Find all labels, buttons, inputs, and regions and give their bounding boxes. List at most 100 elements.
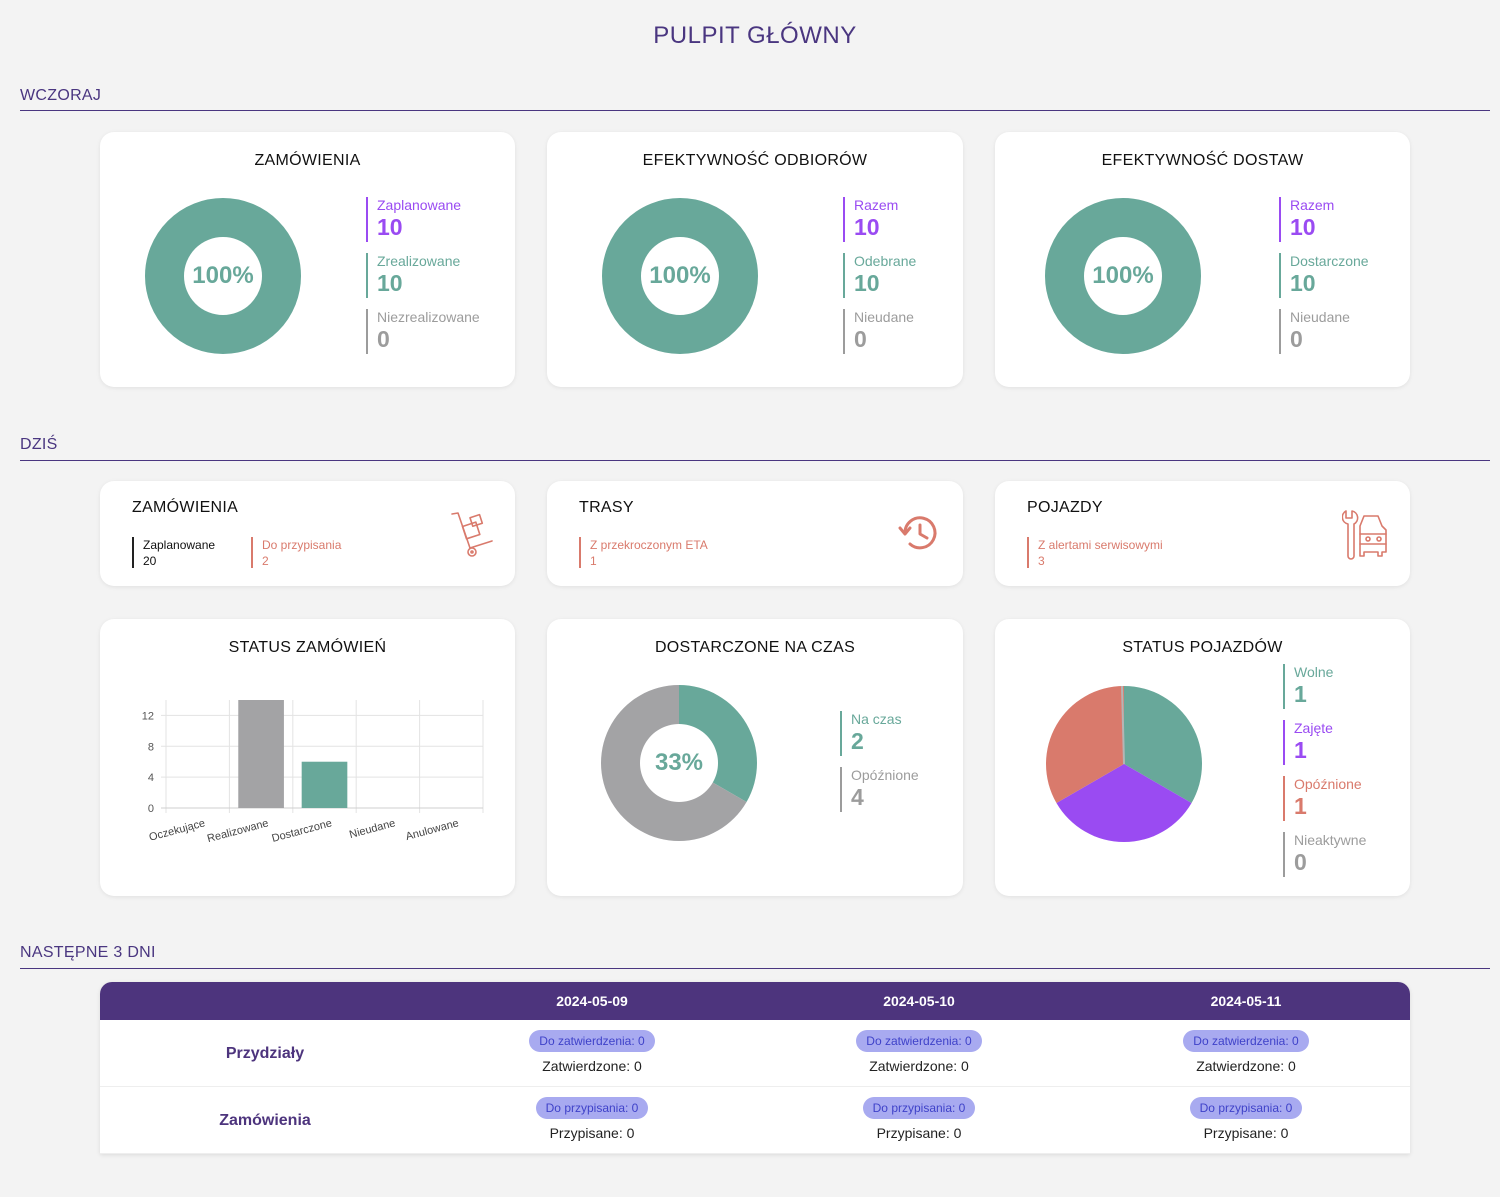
legend-label: Razem (854, 197, 899, 213)
cell-text: Przypisane: 0 (876, 1125, 962, 1141)
table-row-assignments: Przydziały Do zatwierdzenia: 0 Zatwierdzo… (100, 1020, 1410, 1087)
card-title: TRASY (579, 499, 634, 516)
donut-percent: 100% (649, 262, 711, 289)
cell-text: Zatwierdzone: 0 (542, 1058, 642, 1074)
bar-dostarczone (301, 761, 348, 808)
stat-value: 1 (590, 554, 597, 568)
status-badge[interactable]: Do zatwierdzenia: 0 (1183, 1030, 1309, 1052)
legend-label: Zrealizowane (377, 253, 461, 269)
bar-realizowane (238, 700, 284, 808)
pickups-legend: Razem 10 Odebrane 10 Nieudane 0 (843, 197, 916, 365)
deliveries-donut-chart: 100% (1045, 198, 1201, 354)
donut-segment-delayed (601, 685, 747, 841)
stat-value: 3 (1038, 554, 1045, 568)
legend-label: Nieudane (854, 309, 914, 325)
donut-percent: 33% (654, 749, 704, 776)
on-time-card: DOSTARCZONE NA CZAS 33% Na czas 2 Opóźnio… (547, 619, 963, 896)
card-title: DOSTARCZONE NA CZAS (654, 639, 856, 656)
y-tick-label: 0 (148, 803, 154, 815)
legend-value: 1 (1294, 793, 1307, 819)
column-header-date: 2024-05-10 (883, 993, 955, 1009)
stat-label: Zaplanowane (143, 538, 216, 552)
legend-item-failed: Nieudane 0 (1279, 309, 1369, 354)
stat-service-alerts: Z alertami serwisowymi 3 (1027, 537, 1163, 568)
stat-eta-exceeded: Z przekroczonym ETA 1 (579, 537, 708, 568)
today-orders-card[interactable]: ZAMÓWIENIA Zaplanowane 20 Do przypisania 2 (100, 481, 515, 586)
section-divider (20, 110, 1490, 111)
card-title: EFEKTYWNOŚĆ ODBIORÓW (642, 152, 868, 169)
legend-value: 10 (854, 214, 880, 240)
cell-text: Przypisane: 0 (1203, 1125, 1289, 1141)
legend-item-delayed: Opóźnione 4 (840, 767, 919, 812)
orders-legend: Zaplanowane 10 Zrealizowane 10 Niezrealizo… (366, 197, 480, 365)
x-tick-label: Nieudane (348, 817, 397, 841)
legend-value: 2 (851, 728, 864, 754)
legend-value: 10 (377, 270, 403, 296)
stat-label: Z przekroczonym ETA (590, 538, 708, 552)
x-tick-label: Oczekujące (148, 817, 207, 843)
donut-percent: 100% (192, 262, 254, 289)
today-vehicles-card[interactable]: POJAZDY Z alertami serwisowymi 3 (995, 481, 1410, 586)
status-badge[interactable]: Do przypisania: 0 (862, 1097, 976, 1119)
legend-item-picked: Odebrane 10 (843, 253, 916, 298)
pie-slice-2 (1046, 686, 1124, 803)
vehicle-status-pie-chart (1045, 685, 1203, 843)
status-badge[interactable]: Do zatwierdzenia: 0 (529, 1030, 655, 1052)
legend-item-delivered: Dostarczone 10 (1279, 253, 1369, 298)
cell-text: Zatwierdzone: 0 (869, 1058, 969, 1074)
legend-item-busy: Zajęte 1 (1283, 720, 1366, 765)
row-label: Przydziały (225, 1045, 305, 1062)
donut-segment-picked (602, 198, 758, 354)
yesterday-deliveries-card: EFEKTYWNOŚĆ DOSTAW 100% Razem 10 Dostarcz… (995, 132, 1410, 387)
card-title: STATUS POJAZDÓW (1122, 639, 1283, 656)
x-tick-label: Dostarczone (271, 817, 334, 845)
table-row-orders: Zamówienia Do przypisania: 0 Przypisane: … (100, 1087, 1410, 1154)
legend-label: Na czas (851, 711, 902, 727)
card-title: POJAZDY (1027, 499, 1103, 516)
card-title: ZAMÓWIENIA (132, 499, 239, 516)
legend-label: Wolne (1294, 664, 1334, 680)
legend-item-planned: Zaplanowane 10 (366, 197, 480, 242)
stat-planned: Zaplanowane 20 (132, 537, 215, 568)
stat-label: Z alertami serwisowymi (1038, 538, 1163, 552)
cell-text: Przypisane: 0 (549, 1125, 635, 1141)
donut-segment-delivered (1045, 198, 1201, 354)
pie-slice-0 (1124, 686, 1202, 803)
legend-label: Razem (1290, 197, 1335, 213)
status-badge[interactable]: Do przypisania: 0 (1189, 1097, 1303, 1119)
table-header: 2024-05-09 2024-05-10 2024-05-11 (100, 982, 1410, 1020)
legend-item-total: Razem 10 (1279, 197, 1369, 242)
yesterday-orders-card: ZAMÓWIENIA 100% Zaplanowane 10 Zrealizowa… (100, 132, 515, 387)
legend-value: 10 (854, 270, 880, 296)
legend-label: Odebrane (854, 253, 917, 269)
status-badge[interactable]: Do przypisania: 0 (535, 1097, 649, 1119)
history-clock-icon (897, 513, 941, 558)
legend-value: 0 (377, 326, 390, 352)
vehicle-status-legend: Wolne 1 Zajęte 1 Opóźnione 1 Nieaktywne 0 (1283, 664, 1366, 888)
legend-item-failed: Nieudane 0 (843, 309, 916, 354)
legend-label: Zaplanowane (377, 197, 462, 213)
legend-value: 1 (1294, 681, 1307, 707)
stat-value: 2 (262, 554, 269, 568)
legend-label: Opóźnione (851, 767, 919, 783)
card-title: ZAMÓWIENIA (254, 152, 361, 169)
pie-slice-1 (1056, 764, 1192, 842)
legend-value: 10 (1290, 270, 1316, 296)
column-header-date: 2024-05-09 (556, 993, 628, 1009)
legend-value: 4 (851, 784, 864, 810)
section-divider (20, 968, 1490, 969)
legend-label: Nieaktywne (1294, 832, 1367, 848)
next-days-table: 2024-05-09 2024-05-10 2024-05-11 Przydzi… (100, 982, 1410, 1154)
status-badge[interactable]: Do zatwierdzenia: 0 (856, 1030, 982, 1052)
today-routes-card[interactable]: TRASY Z przekroczonym ETA 1 (547, 481, 963, 586)
legend-item-delayed: Opóźnione 1 (1283, 776, 1366, 821)
x-tick-label: Anulowane (404, 817, 460, 843)
donut-segment-realized (145, 198, 301, 354)
table-cell: Do zatwierdzenia: 0 Zatwierdzone: 0 (1136, 1030, 1356, 1074)
column-header-date: 2024-05-11 (1210, 993, 1282, 1009)
vehicle-status-card: STATUS POJAZDÓW Wolne 1 Zajęte 1 Opóźnione… (995, 619, 1410, 896)
legend-item-inactive: Nieaktywne 0 (1283, 832, 1366, 877)
legend-label: Dostarczone (1290, 253, 1369, 269)
orders-donut-chart: 100% (145, 198, 301, 354)
stat-to-assign: Do przypisania 2 (251, 537, 341, 568)
